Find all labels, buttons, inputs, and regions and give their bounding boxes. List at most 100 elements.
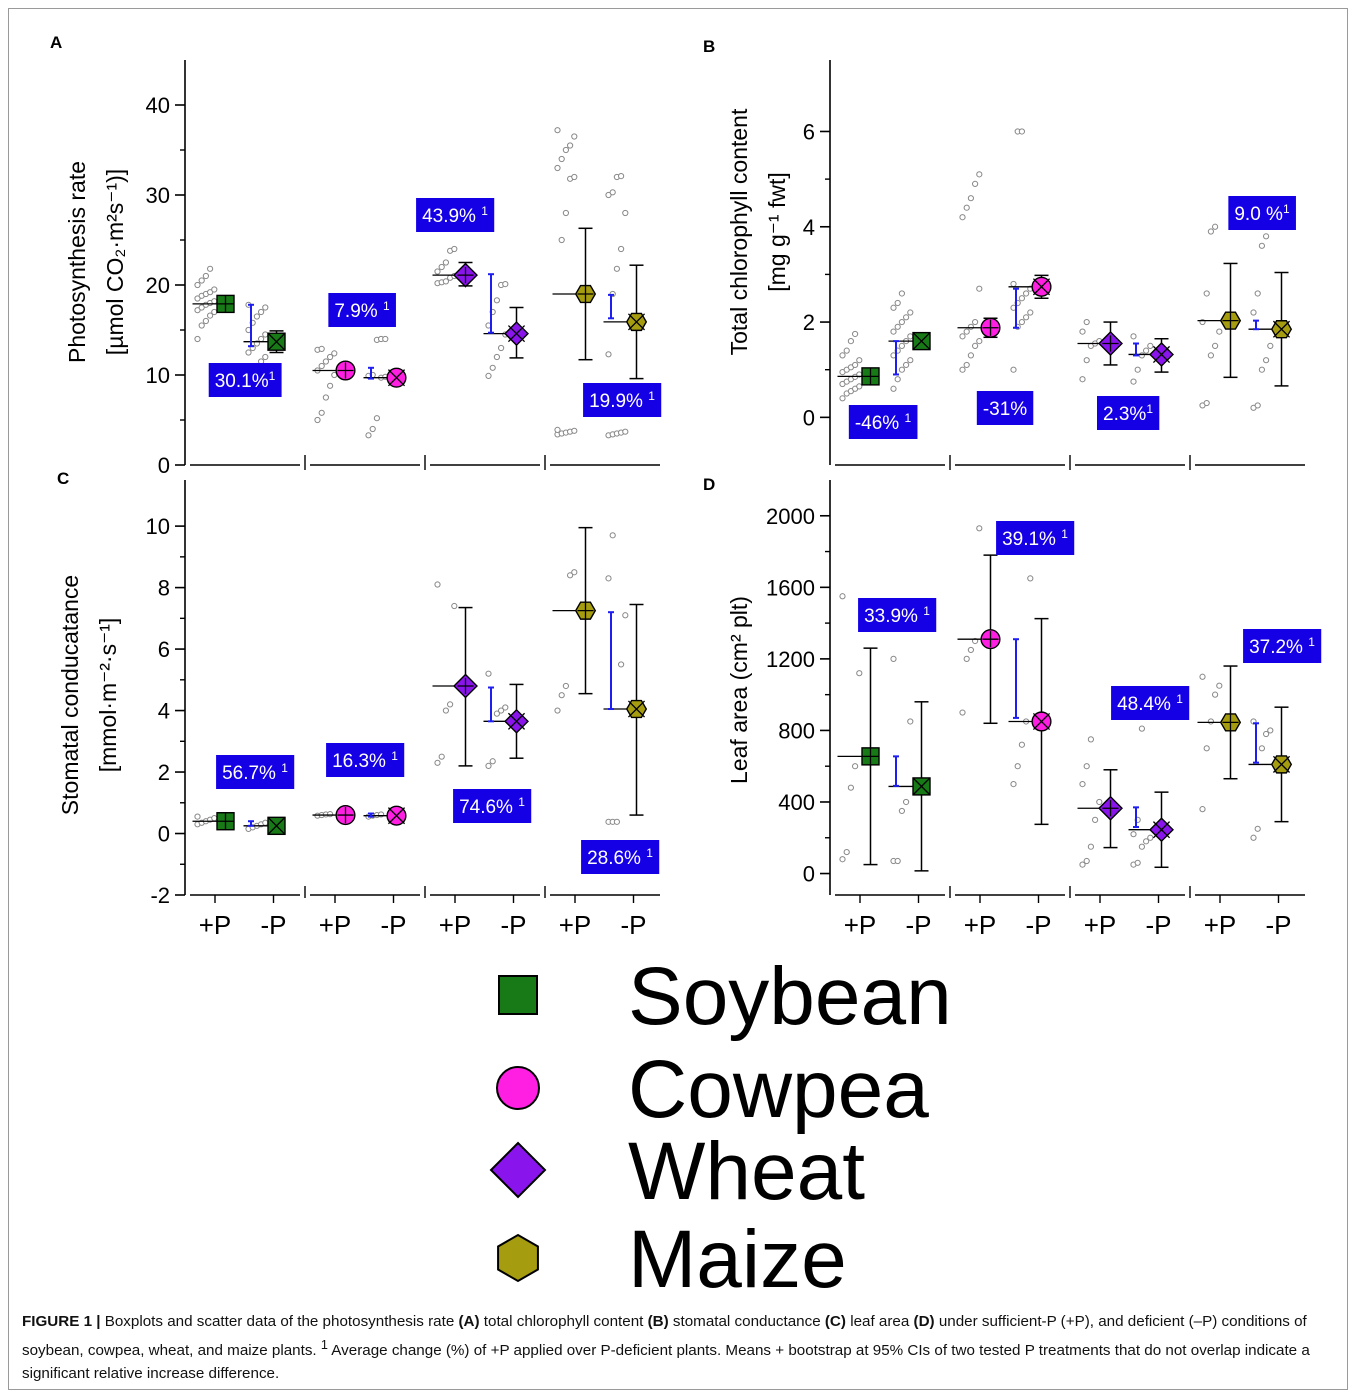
raw-point [1259,367,1264,372]
x-tick-label: -P [1026,910,1052,940]
percent-change-label: 33.9% 1 [858,598,936,632]
percent-change-superscript: 1 [648,389,655,403]
raw-point [960,334,965,339]
x-tick-label: -P [261,910,287,940]
percent-change-text: 19.9% 1 [589,389,655,412]
y-tick-label: 400 [778,790,815,815]
raw-point [1019,319,1024,324]
percent-change-label: 9.0 %1 [1228,196,1296,230]
raw-point [208,266,213,271]
raw-point [977,172,982,177]
y-tick-label: 0 [803,862,815,887]
raw-point [968,647,973,652]
raw-point [212,816,217,821]
raw-point [891,386,896,391]
percent-change-superscript: 1 [269,369,276,383]
raw-point [328,812,333,817]
percent-change-label: 16.3% 1 [326,743,404,777]
raw-point [1080,781,1085,786]
raw-point [1088,844,1093,849]
panel-letter: B [703,37,715,56]
group-maize-plus-p [1198,224,1241,408]
raw-point [964,656,969,661]
group-soybean-plus-p [193,813,235,830]
raw-point [853,331,858,336]
raw-point [563,147,568,152]
group-wheat-plus-p [1078,319,1122,381]
percent-change-label: 19.9% 1 [583,383,661,417]
y-tick-label: 40 [146,93,170,118]
raw-point [840,396,845,401]
caption-text: leaf area [846,1313,914,1330]
raw-point [572,174,577,179]
raw-point [435,269,440,274]
legend-hexagon-icon [498,1235,538,1281]
panel-c: C-20246810+P -P +P -P +P -P +P -PStomatal condu… [57,469,660,940]
raw-point [1088,737,1093,742]
group-cowpea-minus-p [1009,576,1051,825]
group-cowpea-minus-p [1009,129,1051,372]
percent-change-label: 43.9% 1 [416,198,494,232]
raw-point [840,353,845,358]
group-wheat-minus-p [1129,726,1173,867]
group-maize-plus-p [1198,666,1241,812]
percent-change-superscript: 1 [1308,635,1315,649]
legend-item-maize: Maize [498,1214,847,1305]
percent-change-label: 56.7% 1 [216,755,294,789]
percent-change-label: 30.1%1 [209,363,282,397]
raw-point [263,332,268,337]
percent-change-superscript: 1 [281,761,288,775]
percent-change-label: 74.6% 1 [453,789,531,823]
caption-ref-b: (B) [648,1313,669,1330]
percent-change-text: 56.7% 1 [222,761,288,784]
raw-point [1259,746,1264,751]
y-tick-label: 0 [158,453,170,478]
raw-point [895,300,900,305]
group-wheat-minus-p [1129,334,1173,384]
y-axis-label: Photosynthesis rate [64,161,90,363]
raw-point [973,319,978,324]
y-tick-label: 0 [803,405,815,430]
raw-point [1213,343,1218,348]
legend-circle-icon [497,1067,539,1109]
raw-point [619,246,624,251]
raw-point [1135,367,1140,372]
raw-point [891,329,896,334]
raw-point [899,291,904,296]
percent-change-label: 7.9% 1 [328,293,396,327]
x-tick-label: -P [1266,910,1292,940]
raw-point [623,429,628,434]
y-axis-label: Stomatal conducatance [57,575,83,815]
percent-change-superscript: 1 [481,204,488,218]
panel-letter: D [703,475,715,494]
panel-a: A010203040Photosynthesis rate [µmol CO₂·m… [50,33,661,478]
percent-change-text: 37.2% 1 [1249,635,1315,658]
raw-point [1019,129,1024,134]
group-wheat-plus-p [1078,737,1122,867]
y-tick-label: 800 [778,718,815,743]
raw-point [555,165,560,170]
raw-point [559,156,564,161]
x-tick-label: +P [439,910,472,940]
caption-figure-label: FIGURE 1 | [22,1313,101,1330]
x-tick-label: +P [199,910,232,940]
raw-point [203,273,208,278]
raw-point [494,298,499,303]
raw-point [606,352,611,357]
raw-point [968,324,973,329]
y-tick-label: 10 [146,514,170,539]
legend-item-cowpea: Cowpea [497,1044,929,1135]
raw-point [1024,291,1029,296]
legend-item-wheat: Wheat [491,1126,865,1217]
percent-change-text: 7.9% 1 [334,299,390,322]
percent-change-superscript: 1 [1176,692,1183,706]
y-tick-label: 2000 [766,504,815,529]
y-axis-label: Total chlorophyll content [726,108,752,355]
percent-change-label: 39.1% 1 [996,521,1074,555]
raw-point [490,365,495,370]
panel-d: D0400800120016002000+P -P +P -P +P -P +P -PLeaf… [703,475,1321,940]
raw-point [572,570,577,575]
group-soybean-minus-p [889,656,931,871]
raw-point [960,710,965,715]
raw-point [555,128,560,133]
